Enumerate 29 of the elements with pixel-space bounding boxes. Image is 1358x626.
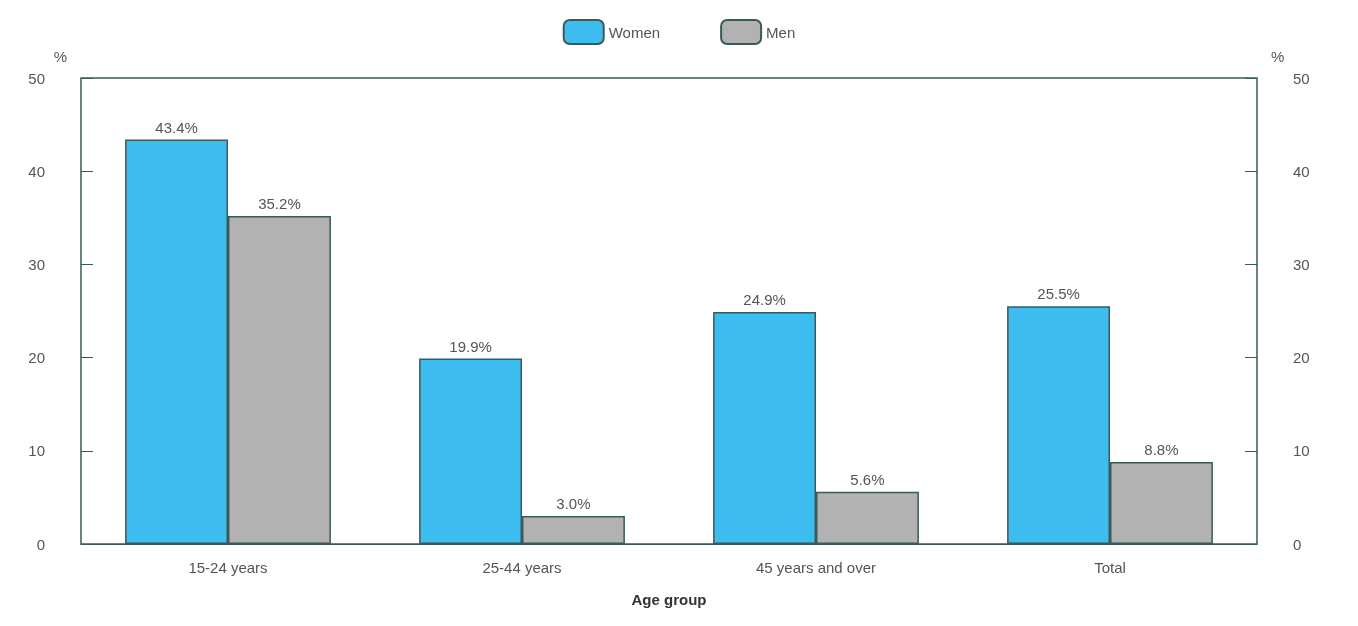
y-tick-label: 0 (36, 535, 45, 553)
x-tick-label: 45 years and over (755, 559, 877, 576)
y2-tick-label: 10 (1293, 442, 1310, 460)
y2-tick-label: 0 (1293, 535, 1302, 553)
legend-label: Women (608, 23, 661, 41)
data-label: 19.9% (449, 337, 492, 355)
y-tick-label: 30 (28, 255, 45, 273)
x-axis-title: Age group (631, 591, 707, 608)
y2-axis-title: % (1271, 48, 1285, 65)
y-tick-label: 40 (28, 162, 45, 180)
x-tick-label: 15-24 years (188, 559, 268, 576)
y-tick-label: 10 (28, 442, 45, 460)
data-label: 8.8% (1144, 440, 1179, 458)
legend-label: Men (766, 23, 796, 41)
y-tick-label: 50 (28, 69, 45, 87)
data-label: 24.9% (743, 290, 786, 308)
x-tick-label: Total (1094, 559, 1126, 576)
x-tick-label: 25-44 years (482, 559, 562, 576)
data-label: 25.5% (1037, 285, 1080, 303)
data-label: 5.6% (850, 470, 885, 488)
data-label: 43.4% (155, 118, 198, 136)
y2-tick-label: 20 (1293, 349, 1310, 367)
y-tick-label: 20 (28, 349, 45, 367)
y2-tick-label: 30 (1293, 255, 1310, 273)
data-label: 3.0% (556, 495, 591, 513)
y-axis-title: % (53, 48, 67, 65)
y2-tick-label: 40 (1293, 162, 1310, 180)
data-label: 35.2% (258, 194, 301, 212)
y2-tick-label: 50 (1293, 69, 1310, 87)
